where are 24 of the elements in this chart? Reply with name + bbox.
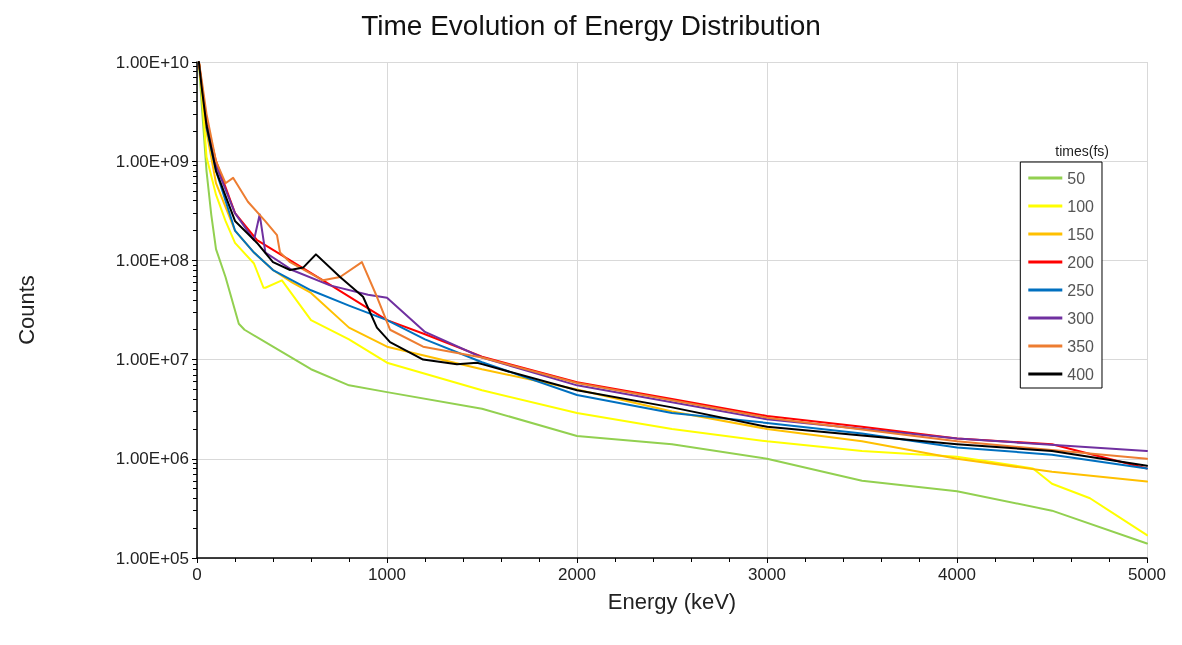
x-tick-label: 0 [192,565,202,584]
y-tick-label: 1.00E+06 [115,449,189,469]
chart-title: Time Evolution of Energy Distribution [361,9,821,41]
legend-label: 250 [1067,281,1095,299]
y-tick-label: 1.00E+09 [115,151,189,171]
legend-label: 150 [1067,225,1095,243]
y-tick-label: 1.00E+07 [115,350,189,370]
x-tick-label: 1000 [368,565,406,584]
y-tick-label: 1.00E+10 [115,52,189,72]
legend-label: 50 [1067,169,1086,187]
y-tick-label: 1.00E+08 [115,250,189,270]
y-tick-label: 1.00E+05 [115,548,189,568]
x-axis-title: Energy (keV) [607,588,737,614]
legend-label: 100 [1067,197,1095,215]
y-axis-title: Counts [13,275,39,345]
legend-label: 300 [1067,309,1095,327]
legend-label: 200 [1067,253,1095,271]
x-tick-label: 4000 [938,565,976,584]
x-tick-label: 3000 [748,565,786,584]
legend-label: 350 [1067,337,1095,355]
x-tick-label: 5000 [1128,565,1166,584]
x-tick-label: 2000 [558,565,596,584]
legend-label: 400 [1067,365,1095,383]
legend-title: times(fs) [1055,143,1110,159]
